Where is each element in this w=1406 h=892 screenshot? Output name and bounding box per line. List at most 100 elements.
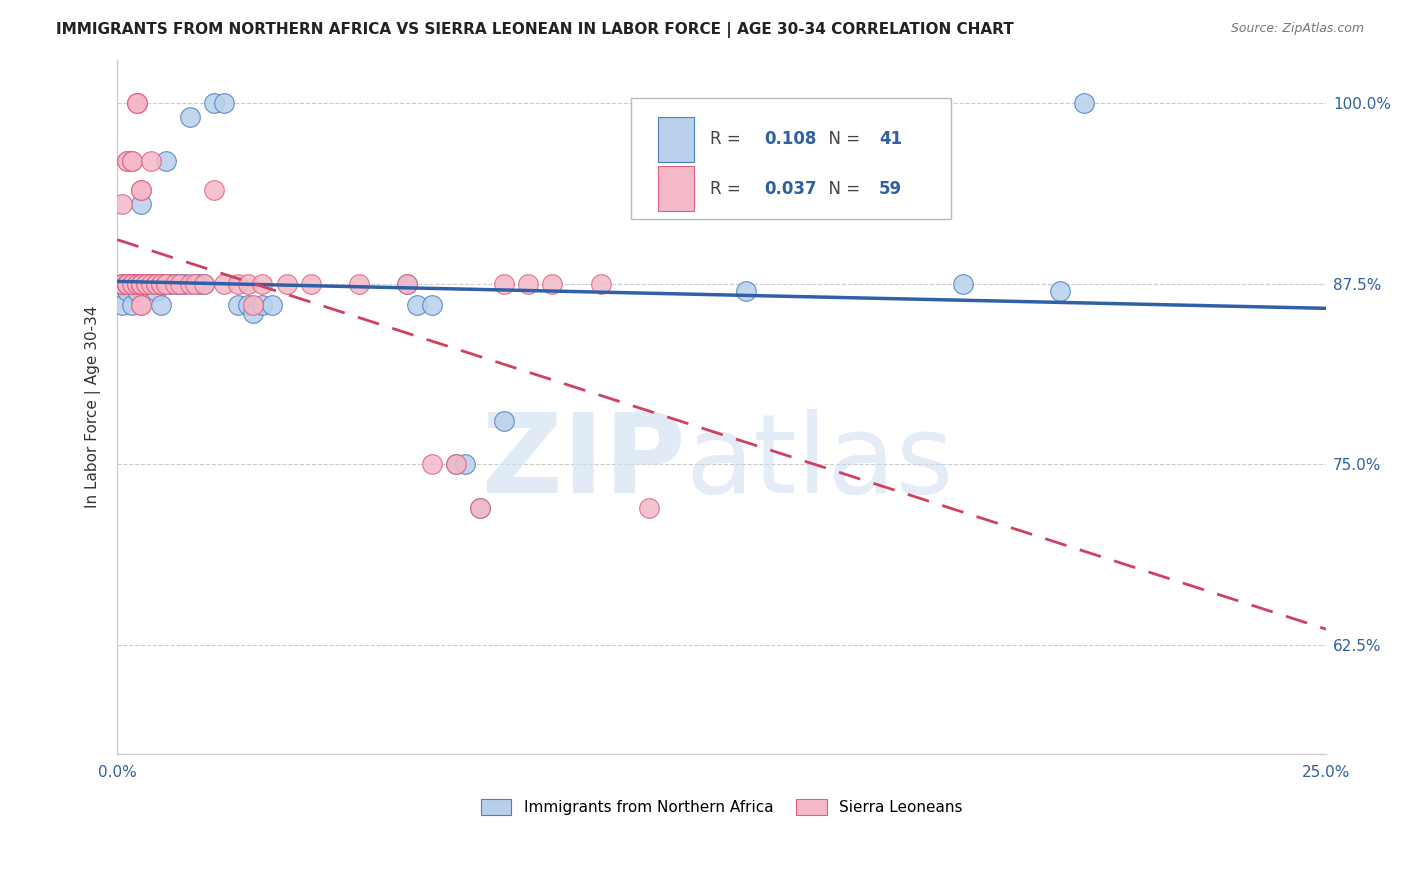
Point: [131, 277, 153, 291]
Point: [202, 183, 225, 197]
Point: [111, 277, 134, 291]
Point: [145, 284, 167, 298]
Point: [444, 458, 467, 472]
Point: [242, 298, 264, 312]
Point: [444, 458, 467, 472]
Point: [111, 197, 134, 211]
Bar: [658, 117, 695, 161]
Point: [121, 153, 143, 168]
Point: [125, 95, 148, 110]
Point: [149, 277, 172, 291]
Point: [145, 277, 167, 291]
Point: [169, 277, 191, 291]
Point: [111, 277, 134, 291]
Text: R =: R =: [710, 179, 745, 198]
Point: [111, 277, 134, 291]
Point: [347, 277, 370, 291]
Text: Source: ZipAtlas.com: Source: ZipAtlas.com: [1230, 22, 1364, 36]
Point: [115, 153, 138, 168]
Point: [174, 277, 197, 291]
Point: [121, 277, 143, 291]
Point: [494, 277, 516, 291]
Point: [115, 277, 138, 291]
Point: [468, 500, 491, 515]
Point: [212, 277, 235, 291]
Text: 41: 41: [879, 130, 901, 148]
Point: [115, 284, 138, 298]
Legend: Immigrants from Northern Africa, Sierra Leoneans: Immigrants from Northern Africa, Sierra …: [481, 799, 963, 815]
Point: [115, 153, 138, 168]
Point: [139, 153, 162, 168]
Point: [420, 458, 443, 472]
Point: [260, 298, 283, 312]
Point: [111, 298, 134, 312]
Point: [155, 277, 177, 291]
Point: [236, 277, 259, 291]
Point: [135, 277, 157, 291]
Point: [149, 277, 172, 291]
Point: [179, 111, 201, 125]
Point: [494, 414, 516, 428]
Point: [125, 95, 148, 110]
Point: [1049, 284, 1071, 298]
Point: [131, 277, 153, 291]
Point: [226, 277, 249, 291]
Point: [242, 305, 264, 319]
Point: [952, 277, 974, 291]
Point: [454, 458, 477, 472]
Point: [149, 277, 172, 291]
Text: IMMIGRANTS FROM NORTHERN AFRICA VS SIERRA LEONEAN IN LABOR FORCE | AGE 30-34 COR: IMMIGRANTS FROM NORTHERN AFRICA VS SIERR…: [56, 22, 1014, 38]
Point: [135, 277, 157, 291]
Text: N =: N =: [818, 179, 866, 198]
Point: [212, 95, 235, 110]
Point: [139, 277, 162, 291]
Point: [202, 95, 225, 110]
Point: [125, 284, 148, 298]
Point: [734, 284, 756, 298]
Point: [299, 277, 322, 291]
Text: R =: R =: [710, 130, 745, 148]
Text: 0.037: 0.037: [763, 179, 817, 198]
Point: [638, 500, 661, 515]
Point: [131, 277, 153, 291]
Text: atlas: atlas: [685, 409, 953, 516]
Point: [1073, 95, 1095, 110]
Point: [131, 298, 153, 312]
Point: [193, 277, 215, 291]
Point: [179, 277, 201, 291]
Text: 0.108: 0.108: [763, 130, 817, 148]
Point: [111, 277, 134, 291]
Point: [589, 277, 612, 291]
Point: [252, 277, 274, 291]
Point: [125, 277, 148, 291]
Point: [252, 298, 274, 312]
Point: [131, 277, 153, 291]
Point: [115, 277, 138, 291]
Point: [149, 298, 172, 312]
Point: [183, 277, 205, 291]
Point: [420, 298, 443, 312]
Point: [131, 197, 153, 211]
Point: [131, 298, 153, 312]
Point: [131, 183, 153, 197]
Point: [131, 183, 153, 197]
Point: [121, 277, 143, 291]
Point: [165, 277, 187, 291]
Point: [139, 277, 162, 291]
Point: [121, 153, 143, 168]
Point: [406, 298, 429, 312]
Point: [145, 277, 167, 291]
Point: [468, 500, 491, 515]
Point: [541, 277, 564, 291]
Point: [115, 277, 138, 291]
Text: ZIP: ZIP: [482, 409, 685, 516]
Point: [125, 95, 148, 110]
Point: [125, 277, 148, 291]
Point: [188, 277, 211, 291]
Point: [396, 277, 419, 291]
Point: [159, 277, 181, 291]
FancyBboxPatch shape: [631, 98, 952, 219]
Y-axis label: In Labor Force | Age 30-34: In Labor Force | Age 30-34: [86, 305, 101, 508]
Point: [121, 277, 143, 291]
Bar: [658, 166, 695, 211]
